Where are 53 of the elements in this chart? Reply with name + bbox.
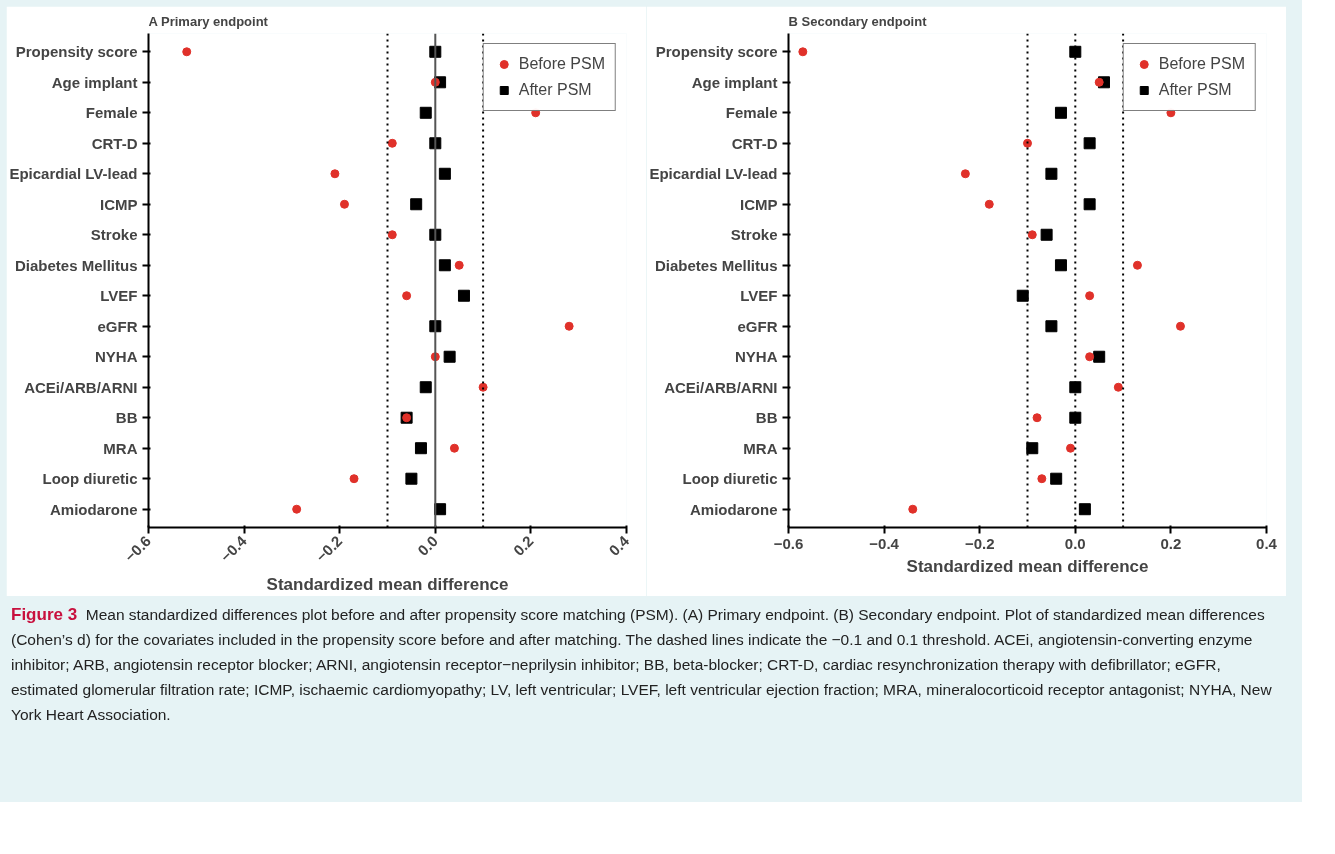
- y-tick-label: eGFR: [97, 317, 138, 335]
- legend-label: Before PSM: [1158, 55, 1245, 73]
- y-tick-label: eGFR: [737, 317, 778, 335]
- y-tick-label: Propensity score: [15, 43, 138, 61]
- y-tick-label: NYHA: [95, 348, 138, 366]
- y-tick-label: Loop diuretic: [42, 470, 138, 488]
- y-tick-label: ACEi/ARB/ARNI: [24, 378, 138, 396]
- legend-label: After PSM: [1158, 81, 1232, 99]
- x-tick-label: −0.6: [121, 532, 155, 566]
- x-tick-label: 0.4: [1256, 534, 1278, 552]
- legend-label: After PSM: [518, 81, 592, 99]
- y-tick-label: Age implant: [691, 73, 778, 91]
- y-tick-label: ICMP: [100, 195, 138, 213]
- y-tick-label: BB: [115, 409, 138, 427]
- x-tick-label: −0.6: [773, 534, 804, 552]
- y-tick-label: LVEF: [740, 287, 778, 305]
- x-tick-label: 0.2: [1160, 534, 1182, 552]
- y-tick-label: Female: [85, 104, 138, 122]
- y-tick-label: BB: [755, 409, 778, 427]
- y-tick-label: MRA: [103, 439, 138, 457]
- y-tick-label: Epicardial LV-lead: [9, 165, 138, 183]
- y-tick-label: Age implant: [51, 73, 138, 91]
- x-tick-label: −0.2: [312, 532, 346, 566]
- y-tick-label: Diabetes Mellitus: [654, 256, 778, 274]
- y-tick-label: CRT-D: [91, 134, 138, 152]
- y-tick-label: ICMP: [740, 195, 778, 213]
- x-axis-title: Standardized mean difference: [266, 574, 509, 594]
- x-tick-label: 0.4: [605, 531, 633, 559]
- chart-title: B Secondary endpoint: [788, 13, 928, 29]
- y-tick-label: Epicardial LV-lead: [649, 165, 778, 183]
- y-tick-label: Diabetes Mellitus: [14, 256, 138, 274]
- y-tick-label: Propensity score: [655, 43, 778, 61]
- y-tick-label: LVEF: [100, 287, 138, 305]
- x-tick-label: −0.2: [964, 534, 995, 552]
- x-tick-label: 0.2: [509, 532, 537, 559]
- chart-title: A Primary endpoint: [148, 13, 269, 29]
- y-tick-label: Stroke: [90, 226, 138, 244]
- x-tick-label: 0.0: [1064, 534, 1086, 552]
- y-tick-label: Stroke: [730, 226, 778, 244]
- x-tick-label: 0.0: [414, 532, 441, 559]
- y-tick-label: ACEi/ARB/ARNI: [664, 378, 778, 396]
- x-tick-label: −0.4: [216, 531, 251, 566]
- y-tick-label: Amiodarone: [49, 500, 138, 518]
- y-tick-label: Female: [725, 104, 778, 122]
- y-tick-label: CRT-D: [731, 134, 778, 152]
- x-axis-title: Standardized mean difference: [906, 556, 1149, 576]
- y-tick-label: Amiodarone: [689, 500, 778, 518]
- y-tick-label: NYHA: [735, 348, 778, 366]
- y-tick-label: MRA: [743, 439, 778, 457]
- y-tick-label: Loop diuretic: [682, 470, 778, 488]
- x-tick-label: −0.4: [869, 534, 900, 552]
- caption: Figure 3: [11, 605, 78, 624]
- legend-label: Before PSM: [518, 55, 605, 73]
